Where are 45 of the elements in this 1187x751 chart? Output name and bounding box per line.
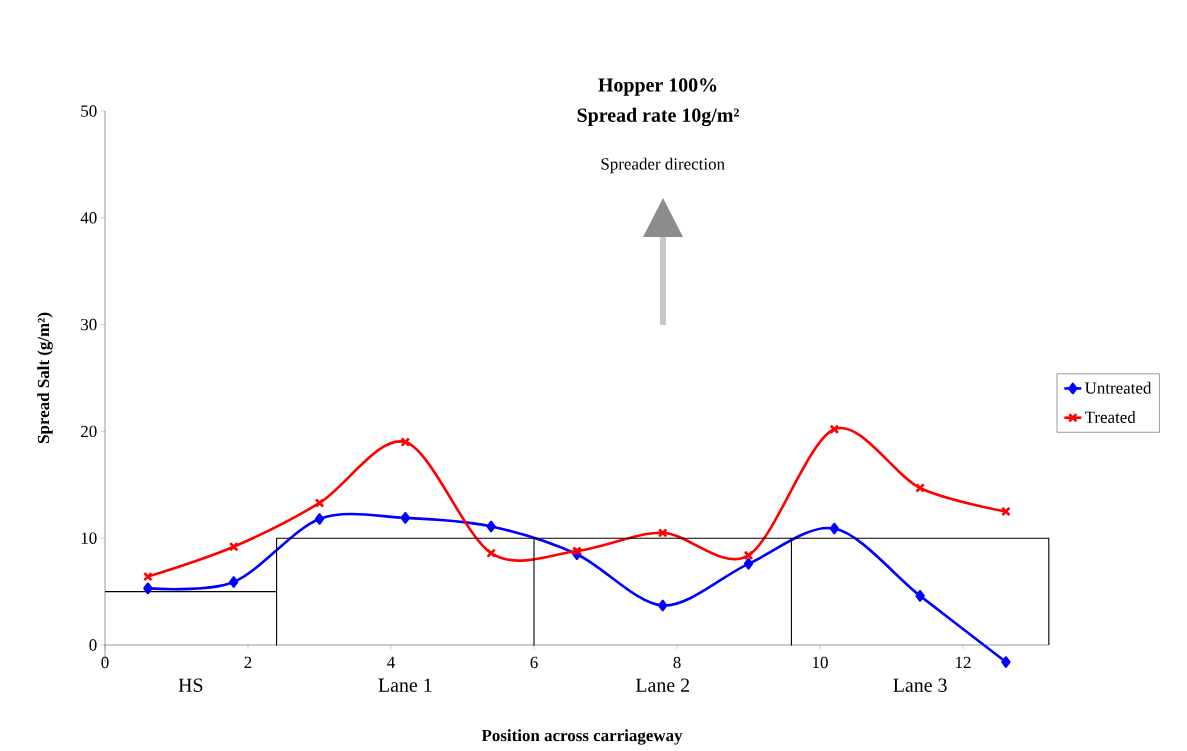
point — [743, 550, 754, 561]
x-tick-label: 4 — [387, 656, 395, 668]
x-tick-label: 2 — [244, 656, 252, 668]
point — [400, 437, 411, 447]
x-tick-label: 12 — [956, 656, 971, 668]
text: Lane 2 — [635, 678, 689, 692]
x-tick-label: 6 — [530, 656, 538, 669]
point — [657, 528, 668, 538]
point — [1001, 506, 1011, 517]
point — [400, 512, 410, 524]
y-tick-label: 20 — [81, 425, 97, 438]
legend-label: Untreated — [1084, 381, 1152, 394]
point — [915, 590, 925, 602]
point — [314, 513, 325, 525]
x-tick-label: 0 — [101, 656, 109, 669]
point — [743, 558, 754, 570]
text: HS — [178, 678, 203, 692]
x-axis-title: Position across carriageway — [481, 729, 683, 745]
point — [915, 483, 925, 493]
point — [143, 582, 153, 595]
point — [658, 599, 668, 612]
legend-label: Treated — [1084, 411, 1136, 423]
y-tick-label: 40 — [80, 212, 97, 224]
point — [486, 520, 496, 533]
point — [572, 546, 582, 556]
text: Lane 1 — [378, 678, 432, 692]
annotation: Spreader direction — [601, 157, 725, 174]
point — [1001, 656, 1011, 668]
x-tick-label: 10 — [813, 656, 828, 669]
point — [829, 522, 839, 535]
y-axis-title: Spread Salt (g/m²) — [37, 312, 53, 443]
point — [143, 571, 153, 582]
y-tick-label: 30 — [81, 318, 97, 331]
chart-title: Hopper 100% — [598, 78, 717, 96]
point — [228, 541, 239, 552]
chart-subtitle: Spread rate 10g/m² — [577, 107, 739, 127]
y-tick-label: 50 — [81, 105, 97, 117]
point — [486, 548, 496, 558]
x-tick-label: 8 — [673, 656, 681, 669]
y-tick-label: 10 — [81, 532, 97, 544]
y-tick-label: 0 — [89, 639, 97, 651]
point — [314, 498, 325, 508]
text: Lane 3 — [893, 678, 947, 692]
point — [229, 576, 239, 588]
point — [829, 424, 840, 435]
